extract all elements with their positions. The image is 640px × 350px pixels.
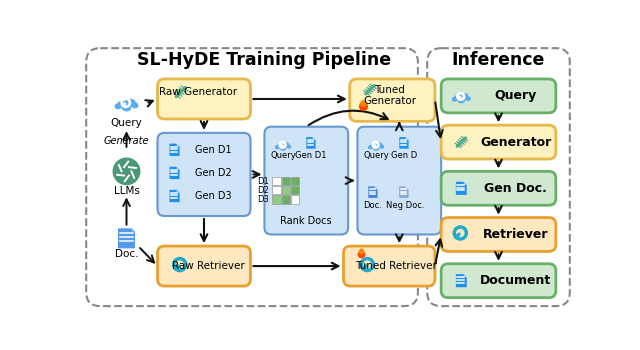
Text: Document: Document: [480, 274, 551, 287]
Bar: [282, 177, 290, 185]
Polygon shape: [368, 186, 378, 198]
Ellipse shape: [458, 98, 465, 103]
Circle shape: [113, 158, 140, 185]
Text: D1: D1: [257, 177, 269, 186]
FancyBboxPatch shape: [441, 218, 556, 251]
Ellipse shape: [373, 146, 380, 151]
Polygon shape: [463, 274, 467, 277]
Ellipse shape: [452, 97, 457, 101]
FancyBboxPatch shape: [441, 125, 556, 159]
Polygon shape: [456, 182, 467, 195]
FancyBboxPatch shape: [86, 48, 418, 306]
Bar: [272, 195, 281, 204]
Ellipse shape: [460, 93, 469, 100]
FancyBboxPatch shape: [441, 79, 556, 113]
Text: Generator: Generator: [480, 135, 551, 149]
Ellipse shape: [122, 105, 131, 111]
Polygon shape: [374, 186, 378, 189]
Ellipse shape: [115, 103, 122, 109]
Bar: [291, 195, 300, 204]
FancyBboxPatch shape: [157, 246, 250, 286]
Polygon shape: [118, 228, 135, 248]
FancyBboxPatch shape: [157, 133, 250, 216]
FancyBboxPatch shape: [157, 79, 250, 119]
Text: Gen D1: Gen D1: [195, 145, 231, 155]
Text: Query: Query: [270, 152, 296, 160]
Polygon shape: [170, 144, 180, 156]
Polygon shape: [406, 137, 408, 140]
Text: Tuned Retriever: Tuned Retriever: [355, 261, 437, 271]
Ellipse shape: [368, 145, 372, 149]
Text: Retriever: Retriever: [483, 228, 548, 241]
Text: Query: Query: [111, 118, 142, 128]
Polygon shape: [132, 228, 135, 231]
Ellipse shape: [275, 145, 280, 149]
Text: D2: D2: [257, 186, 269, 195]
Text: Inference: Inference: [452, 51, 545, 70]
Ellipse shape: [374, 142, 383, 148]
Text: Gen D3: Gen D3: [195, 191, 231, 201]
Ellipse shape: [132, 103, 138, 108]
Polygon shape: [170, 190, 180, 202]
Text: Rank Docs: Rank Docs: [280, 216, 332, 226]
Ellipse shape: [117, 101, 127, 108]
Ellipse shape: [465, 96, 471, 101]
Polygon shape: [463, 182, 467, 185]
Ellipse shape: [454, 95, 462, 101]
Polygon shape: [399, 137, 408, 149]
Ellipse shape: [380, 145, 384, 149]
Text: Doc.: Doc.: [115, 249, 138, 259]
Polygon shape: [177, 144, 180, 147]
Bar: [282, 186, 290, 195]
Text: Generator: Generator: [364, 96, 417, 105]
Text: LLMs: LLMs: [113, 187, 140, 196]
Text: Tuned: Tuned: [374, 85, 405, 95]
Ellipse shape: [287, 145, 291, 149]
Text: Gen D: Gen D: [391, 152, 417, 160]
Polygon shape: [177, 190, 180, 193]
Ellipse shape: [124, 99, 136, 107]
Ellipse shape: [276, 144, 284, 149]
Text: Gen Doc.: Gen Doc.: [484, 182, 547, 195]
FancyBboxPatch shape: [264, 127, 348, 234]
Bar: [272, 186, 281, 195]
FancyBboxPatch shape: [428, 48, 570, 306]
FancyBboxPatch shape: [344, 246, 435, 286]
Text: SL-HyDE Training Pipeline: SL-HyDE Training Pipeline: [138, 51, 392, 70]
Bar: [291, 177, 300, 185]
Text: Neg Doc.: Neg Doc.: [387, 201, 425, 210]
Text: Generate: Generate: [104, 135, 149, 146]
Bar: [291, 186, 300, 195]
Text: Query: Query: [363, 152, 389, 160]
FancyBboxPatch shape: [349, 79, 435, 121]
Ellipse shape: [280, 146, 286, 151]
Text: Gen D1: Gen D1: [295, 152, 326, 160]
FancyBboxPatch shape: [358, 127, 441, 234]
Ellipse shape: [370, 144, 376, 149]
Bar: [272, 177, 281, 185]
Polygon shape: [170, 167, 180, 179]
Text: D3: D3: [257, 195, 269, 204]
Polygon shape: [399, 186, 408, 198]
Text: Raw Retriever: Raw Retriever: [172, 261, 244, 271]
Text: Raw Generator: Raw Generator: [159, 87, 237, 97]
Text: Doc.: Doc.: [364, 201, 382, 210]
Polygon shape: [456, 274, 467, 287]
Polygon shape: [312, 137, 316, 140]
Bar: [282, 195, 290, 204]
Text: Gen D2: Gen D2: [195, 168, 232, 178]
FancyBboxPatch shape: [441, 264, 556, 298]
Ellipse shape: [282, 142, 289, 148]
Text: Query: Query: [495, 89, 537, 103]
Polygon shape: [307, 137, 316, 149]
Polygon shape: [177, 167, 180, 170]
Polygon shape: [406, 186, 408, 189]
FancyBboxPatch shape: [441, 172, 556, 205]
